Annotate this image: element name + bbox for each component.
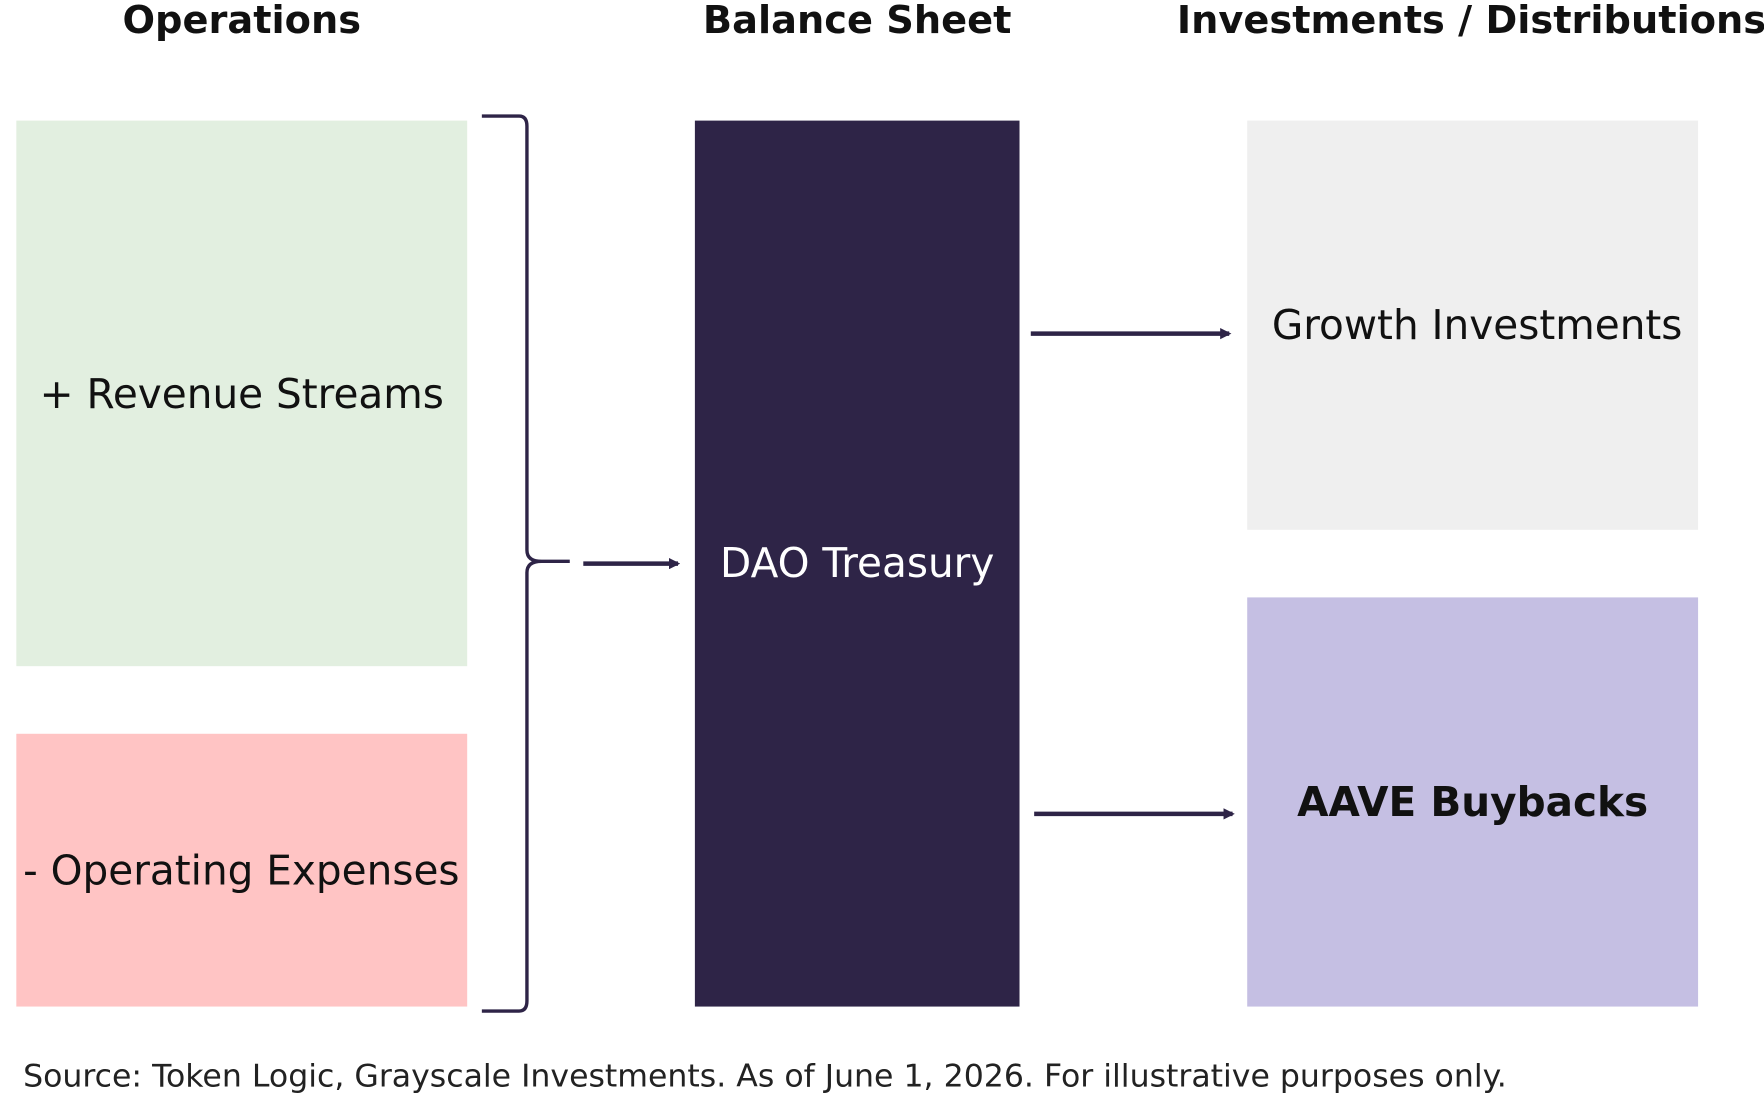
header: Investments / Distributions [1177, 0, 1764, 43]
expenses-label: - Operating Expenses [23, 847, 459, 895]
treasury-label: DAO Treasury [720, 539, 994, 587]
revenue-box [16, 120, 468, 667]
header: Operations [122, 0, 361, 43]
source-note: Source: Token Logic, Grayscale Investmen… [23, 1059, 1507, 1095]
growth-box [1247, 120, 1699, 530]
buybacks-label: AAVE Buybacks [1297, 778, 1648, 826]
revenue-label: + Revenue Streams [40, 370, 444, 418]
buybacks-box [1247, 597, 1699, 1007]
growth-label: Growth Investments [1272, 301, 1683, 349]
header: Balance Sheet [703, 0, 1012, 43]
brace [481, 114, 570, 1013]
treasury-box [694, 120, 1020, 1007]
expenses-box [16, 733, 468, 1007]
